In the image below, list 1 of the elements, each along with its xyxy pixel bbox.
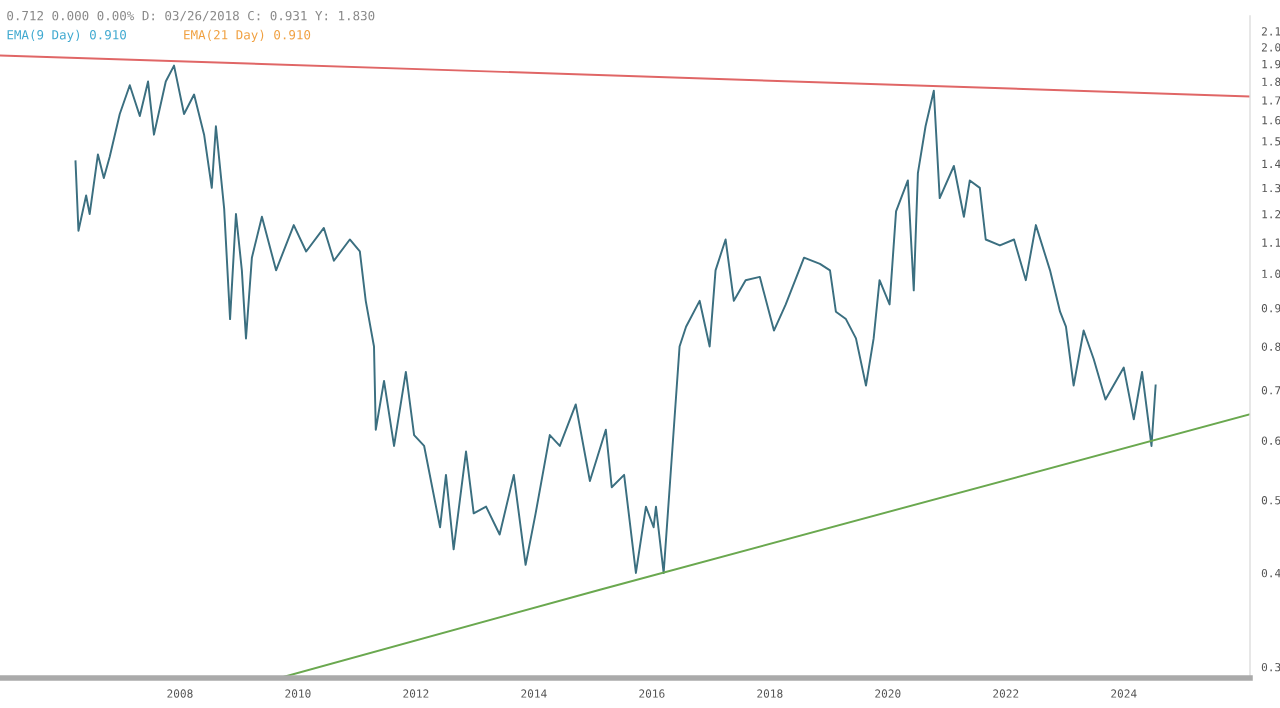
line-series bbox=[74, 64, 1157, 574]
